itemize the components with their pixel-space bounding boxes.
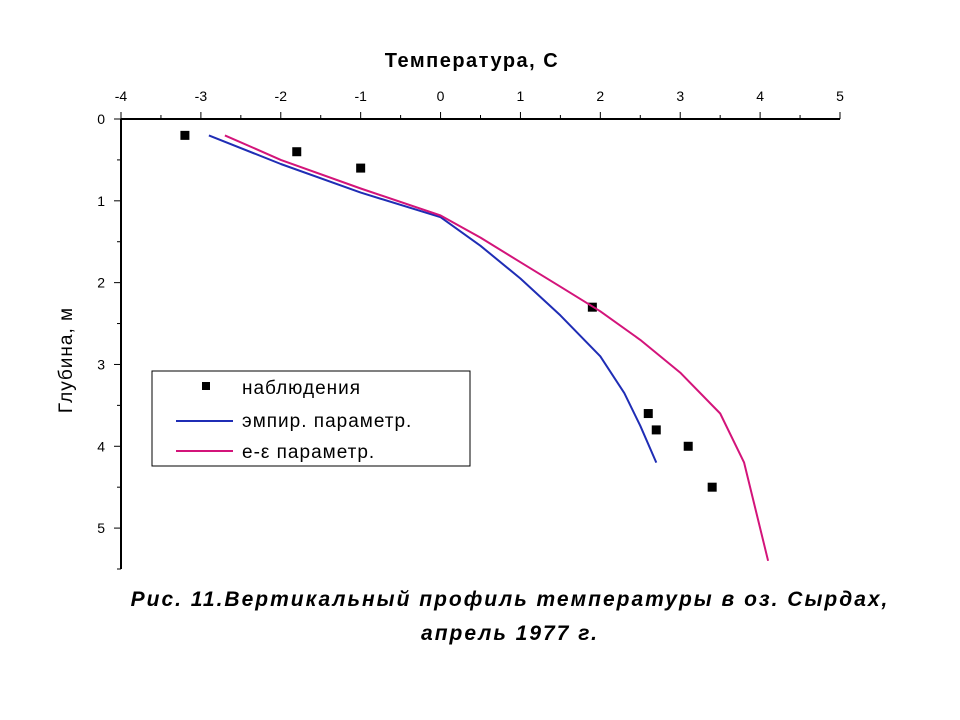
y-tick-label: 1: [97, 193, 105, 209]
x-tick-label: -2: [275, 88, 288, 104]
x-tick-label: -4: [115, 88, 128, 104]
y-tick-label: 2: [97, 275, 105, 291]
y-tick-label: 0: [97, 111, 105, 127]
x-tick-label: -3: [195, 88, 208, 104]
observation-point: [356, 163, 366, 173]
figure-caption-line2: апрель 1977 г.: [421, 622, 599, 645]
x-tick-label: 5: [836, 88, 844, 104]
legend-marker-observations: [202, 382, 210, 390]
x-tick-label: -1: [354, 88, 367, 104]
figure-caption-line1: Рис. 11.Вертикальный профиль температуры…: [130, 588, 890, 611]
observation-point: [651, 425, 661, 435]
legend: наблюдения эмпир. параметр. е-ε параметр…: [151, 370, 471, 467]
observation-point: [180, 130, 190, 140]
series-layer: [180, 130, 770, 562]
y-tick-label: 3: [97, 356, 105, 372]
x-tick-label: 3: [676, 88, 684, 104]
x-tick-label: 4: [756, 88, 764, 104]
legend-label-e-eps: е-ε параметр.: [242, 442, 375, 463]
legend-label-observations: наблюдения: [242, 378, 361, 399]
observation-point: [292, 147, 302, 157]
x-tick-label: 2: [596, 88, 604, 104]
x-tick-label: 0: [437, 88, 445, 104]
observation-point: [707, 482, 717, 492]
observation-point: [643, 409, 653, 419]
x-tick-label: 1: [517, 88, 525, 104]
legend-label-empirical: эмпир. параметр.: [242, 411, 412, 432]
observation-point: [683, 441, 693, 451]
y-tick-label: 5: [97, 520, 105, 536]
series-line-1: [208, 134, 658, 463]
axes: -4 -3 -2 -1 0 1 2 3 4 5 0 1 2 3 4 5: [97, 88, 844, 570]
chart-title: Температура, С: [385, 50, 559, 72]
series-line-2: [224, 134, 770, 562]
y-tick-label: 4: [97, 438, 105, 454]
y-axis-label: Глубина, м: [56, 307, 77, 413]
